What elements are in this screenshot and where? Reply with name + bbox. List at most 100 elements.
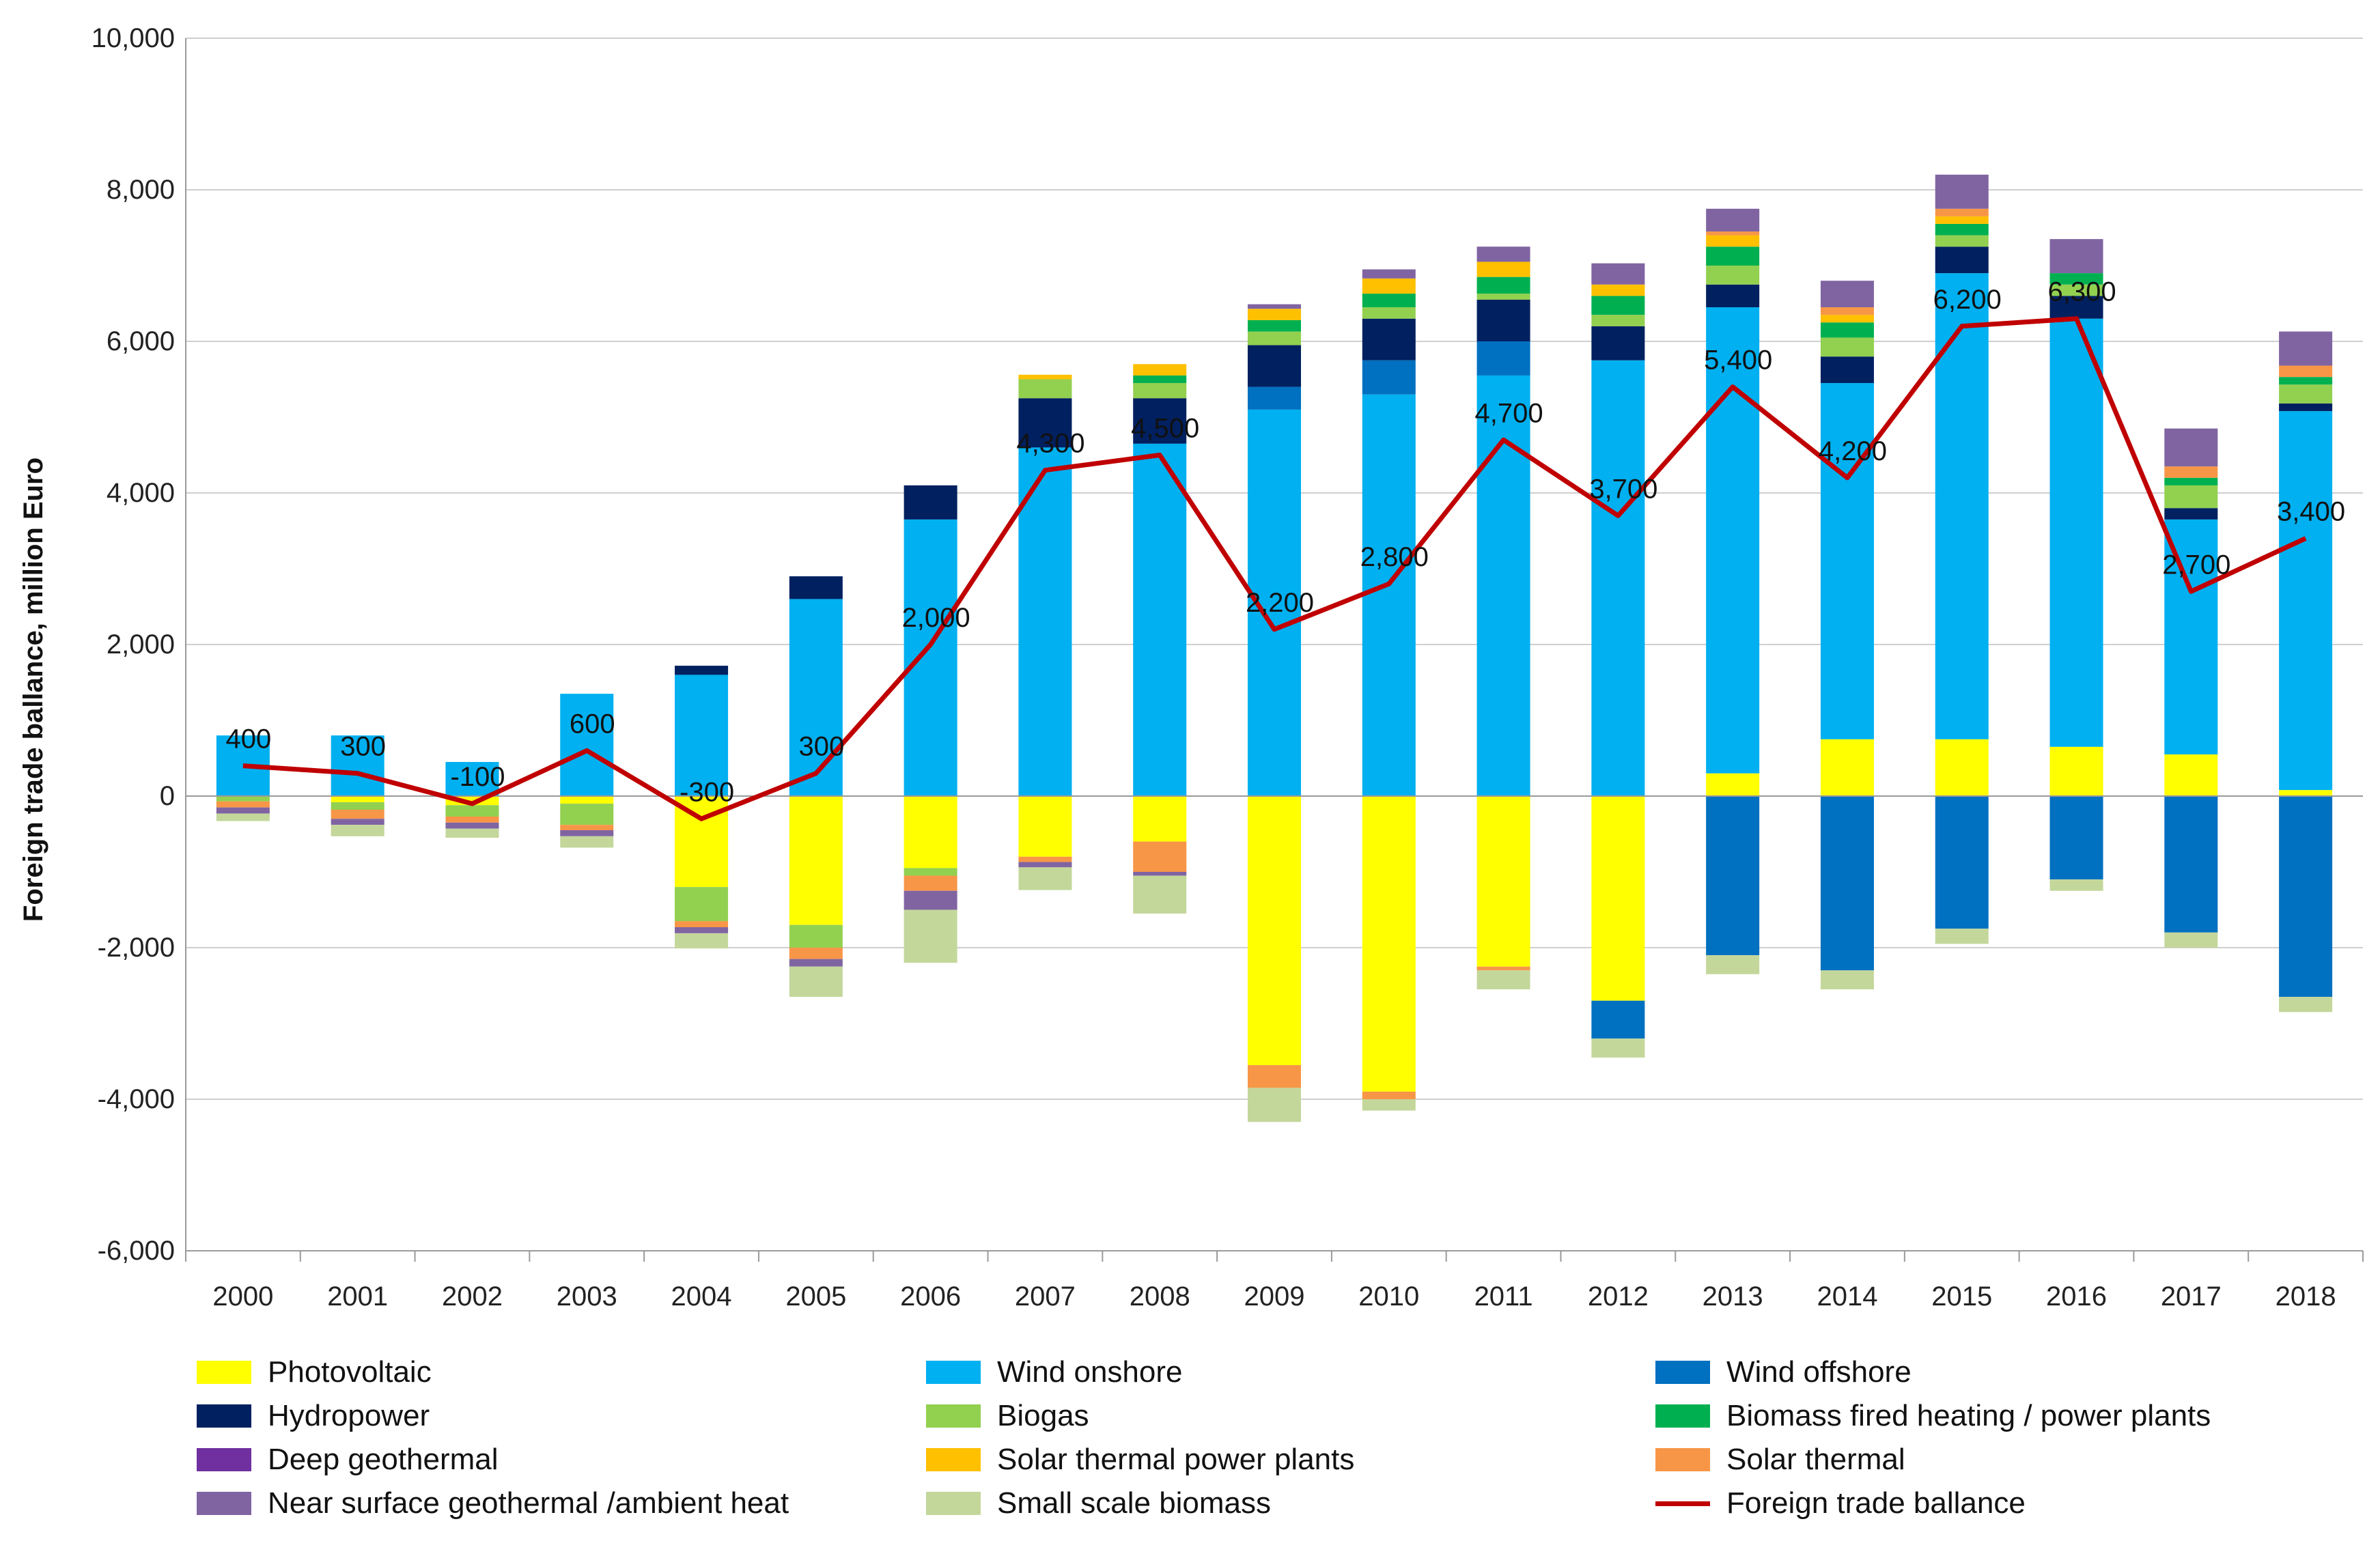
bar-segment (1591, 315, 1645, 326)
line-data-label: 2,800 (1360, 542, 1429, 572)
bar-segment (1018, 856, 1072, 862)
legend-swatch (1655, 1361, 1710, 1384)
bar-segment (904, 909, 957, 963)
bar-segment (216, 796, 270, 802)
legend-label: Photovoltaic (268, 1355, 432, 1389)
bar-segment (1247, 345, 1302, 387)
x-tick-label: 2017 (2161, 1282, 2222, 1312)
legend: Photovoltaic Wind onshore Wind offshore Hyd… (197, 1352, 2368, 1543)
x-tick-label: 2002 (442, 1282, 503, 1312)
legend-item: Biogas (926, 1396, 1089, 1436)
bar-segment (216, 801, 270, 808)
legend-swatch (926, 1448, 981, 1471)
bar-segment (2279, 997, 2333, 1013)
bar-series (216, 174, 2333, 1122)
bar-segment (2049, 239, 2103, 274)
bar-segment (445, 822, 499, 829)
x-tick-label: 2009 (1244, 1282, 1305, 1312)
bar-segment (445, 762, 499, 796)
bar-segment (2164, 477, 2218, 485)
y-tick-label: 0 (160, 781, 175, 811)
line-data-label: 3,700 (1589, 474, 1657, 504)
line-data-label: 2,000 (902, 603, 970, 633)
bar-segment (1247, 309, 1302, 320)
line-data-label: 400 (226, 724, 272, 754)
bar-segment (904, 796, 957, 868)
line-data-label: 300 (340, 732, 386, 762)
bar-segment (560, 830, 614, 836)
legend-item: Foreign trade ballance (1655, 1483, 2026, 1524)
bar-segment (2164, 754, 2218, 796)
bar-segment (1018, 796, 1072, 857)
legend-item: Solar thermal power plants (926, 1439, 1354, 1480)
bar-segment (1476, 261, 1530, 277)
bar-segment (445, 805, 499, 817)
y-tick-label: 4,000 (107, 478, 175, 508)
bar-segment (2279, 377, 2333, 385)
bar-segment (1362, 278, 1416, 294)
bar-segment (2164, 428, 2218, 467)
legend-swatch (926, 1361, 981, 1384)
bar-segment (904, 519, 957, 796)
bar-segment (789, 599, 843, 796)
bar-segment (216, 807, 270, 814)
trade-balance-line (242, 316, 2307, 821)
line-data-label: -300 (680, 777, 734, 807)
bar-segment (1018, 867, 1072, 890)
legend-swatch (1655, 1404, 1710, 1428)
bar-segment (2279, 404, 2333, 412)
bar-segment (1706, 796, 1760, 956)
bar-segment (2164, 796, 2218, 933)
bar-segment (1362, 394, 1416, 796)
bar-segment (789, 959, 843, 967)
bar-segment (560, 694, 614, 796)
bar-segment (1820, 307, 1874, 315)
bar-segment (1706, 773, 1760, 796)
bar-segment (2164, 519, 2218, 754)
bar-segment (675, 921, 729, 928)
legend-label: Near surface geothermal /ambient heat (268, 1486, 789, 1520)
bar-segment (1133, 383, 1187, 399)
bar-segment (1820, 970, 1874, 990)
bar-segment (2279, 796, 2333, 997)
bar-segment (675, 675, 729, 796)
bar-segment (1133, 875, 1187, 914)
bar-segment (1591, 360, 1645, 796)
bar-segment (789, 966, 843, 997)
x-tick-label: 2013 (1703, 1282, 1763, 1312)
x-tick-label: 2000 (212, 1282, 273, 1312)
x-tick-label: 2001 (327, 1282, 388, 1312)
bar-segment (1476, 375, 1530, 796)
legend-swatch (197, 1448, 251, 1471)
bar-segment (1476, 966, 1530, 971)
bar-segment (1247, 1065, 1302, 1088)
legend-label: Solar thermal power plants (997, 1443, 1355, 1476)
bar-segment (2164, 485, 2218, 509)
bar-segment (1362, 269, 1416, 279)
bar-segment (1591, 284, 1645, 296)
x-tick-label: 2005 (785, 1282, 846, 1312)
bar-segment (560, 796, 614, 804)
bar-segment (445, 816, 499, 823)
bar-segment (1362, 1099, 1416, 1111)
y-tick-label: 8,000 (107, 175, 175, 205)
y-axis-title: Foreign trade ballance, million Euro (18, 457, 48, 922)
legend-label: Wind onshore (997, 1355, 1183, 1389)
legend-item: Near surface geothermal /ambient heat (197, 1483, 789, 1524)
bar-segment (1247, 796, 1302, 1066)
bar-segment (1935, 216, 1989, 224)
trade-balance-polyline (242, 316, 2307, 821)
legend-swatch (1655, 1501, 1710, 1506)
bar-segment (1820, 281, 1874, 308)
bar-segment (1591, 1038, 1645, 1058)
bar-segment (1820, 315, 1874, 323)
legend-swatch (1655, 1448, 1710, 1471)
line-data-label: 3,400 (2277, 497, 2345, 527)
bar-segment (1476, 277, 1530, 294)
legend-item: Hydropower (197, 1396, 430, 1436)
legend-label: Solar thermal (1726, 1443, 1905, 1476)
x-tick-label: 2016 (2046, 1282, 2107, 1312)
bar-segment (789, 796, 843, 925)
bar-segment (2049, 796, 2103, 880)
